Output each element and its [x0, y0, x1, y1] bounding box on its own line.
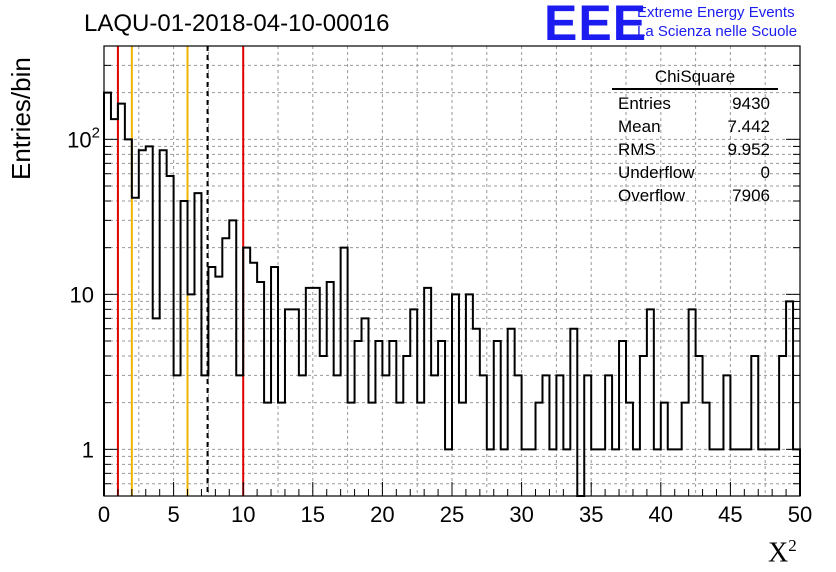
histogram-bin [389, 341, 396, 496]
histogram-bin [153, 318, 160, 496]
histogram-bin [334, 375, 341, 496]
x-tick-label: 30 [509, 502, 533, 527]
histogram-bin [779, 356, 786, 496]
stats-label: Overflow [618, 186, 686, 205]
histogram-bin [556, 375, 563, 496]
histogram-bin [696, 356, 703, 496]
stats-box: ChiSquare Entries 9430 Mean 7.442 RMS 9.952… [612, 67, 778, 207]
stats-row-overflow: Overflow 7906 [612, 184, 778, 207]
stats-value: 7.442 [727, 117, 770, 136]
stats-row-underflow: Underflow 0 [612, 161, 778, 184]
histogram-bin [139, 150, 146, 496]
histogram-bin [605, 375, 612, 496]
stats-row-rms: RMS 9.952 [612, 138, 778, 161]
histogram-bin [125, 139, 132, 496]
histogram-bin [341, 248, 348, 496]
stats-value: 7906 [732, 186, 770, 205]
histogram-bin [570, 329, 577, 496]
histogram-bin [375, 341, 382, 496]
histogram-bin [619, 341, 626, 496]
stats-value: 0 [760, 163, 770, 182]
x-tick-label: 20 [370, 502, 394, 527]
histogram-bin [508, 329, 515, 496]
histogram-bin [243, 248, 250, 496]
histogram-bin [786, 301, 793, 496]
histogram-bin [222, 238, 229, 496]
histogram-bin [194, 193, 201, 496]
histogram-bin [515, 375, 522, 496]
histogram-bin [355, 341, 362, 496]
y-tick-label: 102 [67, 124, 100, 152]
histogram-bin [250, 263, 257, 496]
histogram-bin [181, 201, 188, 496]
x-axis-label: X2 [768, 536, 797, 569]
histogram-bin [403, 356, 410, 496]
histogram-bin [473, 329, 480, 496]
stats-value: 9.952 [727, 140, 770, 159]
histogram-bin [118, 104, 125, 496]
histogram-bin [452, 294, 459, 496]
stats-row-mean: Mean 7.442 [612, 115, 778, 138]
x-axis-label-base: X [768, 537, 789, 569]
histogram-bin [299, 375, 306, 496]
logo-mark: EEE [544, 0, 648, 51]
histogram-bin [494, 341, 501, 496]
logo-line2: La Scienza nelle Scuole [637, 23, 798, 40]
histogram-bin [584, 375, 591, 496]
histogram-bin [438, 341, 445, 496]
stats-label: Entries [618, 94, 671, 113]
x-tick-label: 25 [440, 502, 464, 527]
histogram-bin [160, 150, 167, 496]
histogram-bin [132, 198, 139, 496]
histogram-bin [640, 356, 647, 496]
stats-value: 9430 [732, 94, 770, 113]
stats-rows: Entries 9430 Mean 7.442 RMS 9.952 Underflow… [612, 92, 778, 207]
histogram-bin [111, 119, 118, 496]
histogram-bin [146, 146, 153, 496]
histogram-bin [229, 220, 236, 496]
histogram-bars [103, 91, 801, 497]
histogram-bin [751, 356, 758, 496]
histogram-bin [167, 176, 174, 496]
histogram-bin [542, 375, 549, 496]
chart-title: LAQU-01-2018-04-10-00016 [84, 10, 390, 37]
stats-label: RMS [618, 140, 656, 159]
x-tick-label: 50 [788, 502, 812, 527]
x-tick-label: 10 [231, 502, 255, 527]
histogram-bin [236, 375, 243, 496]
histogram-bin [362, 318, 369, 496]
logo-line1: Extreme Energy Events [637, 4, 795, 21]
histogram-bin [188, 294, 195, 496]
histogram-bin [382, 375, 389, 496]
tick-labels: 0 5 10 15 20 25 30 35 40 45 50 1 10 102 [67, 124, 812, 527]
x-tick-label: 45 [718, 502, 742, 527]
x-tick-label: 15 [301, 502, 325, 527]
stats-label: Mean [618, 117, 661, 136]
histogram-bin [431, 375, 438, 496]
x-tick-label: 35 [579, 502, 603, 527]
stats-title: ChiSquare [612, 67, 778, 90]
x-tick-label: 5 [167, 502, 179, 527]
y-tick-label: 1 [82, 437, 94, 462]
histogram-bin [466, 294, 473, 496]
x-tick-label: 0 [98, 502, 110, 527]
histogram-outline [103, 91, 801, 497]
x-tick-label: 40 [649, 502, 673, 527]
x-axis-label-sup: 2 [788, 536, 797, 555]
histogram-bin [480, 375, 487, 496]
histogram-bin [174, 375, 181, 496]
y-tick-label: 10 [70, 282, 94, 307]
stats-row-entries: Entries 9430 [612, 92, 778, 115]
histogram-bin [320, 356, 327, 496]
stats-label: Underflow [618, 163, 695, 182]
axes [103, 45, 801, 497]
histogram-bin [723, 375, 730, 496]
